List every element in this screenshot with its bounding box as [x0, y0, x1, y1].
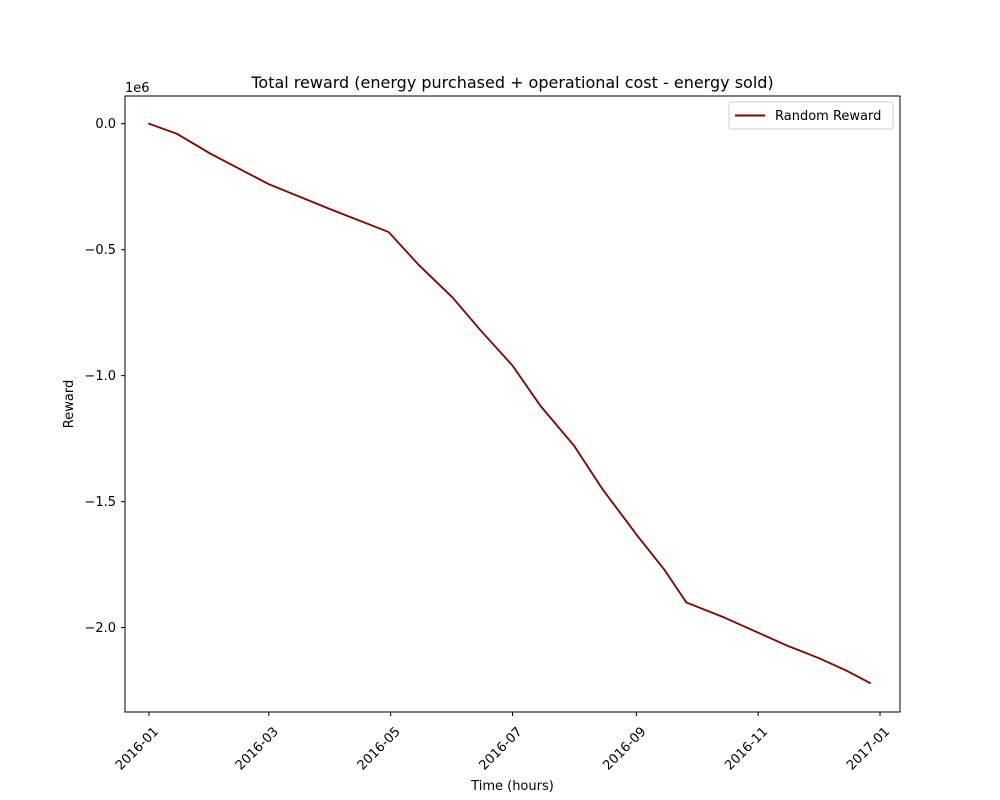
y-tick-label: −1.5 [84, 495, 116, 510]
y-tick-label: −0.5 [84, 243, 116, 258]
plot-frame [124, 95, 901, 713]
series-point [418, 264, 420, 266]
series-point [330, 208, 332, 210]
series-point [635, 533, 637, 535]
series-point [757, 632, 759, 634]
y-tick-label: −2.0 [84, 621, 116, 636]
series-point [817, 657, 819, 659]
series-point [268, 183, 270, 185]
series-point [723, 617, 725, 619]
series-point [685, 602, 687, 604]
series-point [480, 329, 482, 331]
y-axis-ticks: 0.0 −0.5 −1.0 −1.5 −2.0 [84, 117, 125, 636]
series-point [574, 445, 576, 447]
y-axis-label: Reward [62, 380, 77, 428]
series-point [785, 644, 787, 646]
series-point [210, 153, 212, 155]
series-layer [148, 122, 871, 684]
legend-box [728, 101, 894, 130]
series-line-0 [148, 122, 871, 684]
series-point [540, 405, 542, 407]
series-point [388, 231, 390, 233]
series-point [512, 365, 514, 367]
legend: Random Reward [728, 101, 894, 130]
plot-area [125, 96, 900, 712]
y-offset-label: 1e6 [125, 81, 150, 96]
series-point [452, 297, 454, 299]
x-axis-label: Time (hours) [470, 779, 554, 794]
legend-label: Random Reward [775, 109, 881, 124]
series-point [148, 123, 150, 125]
y-tick-label: 0.0 [95, 117, 116, 132]
series-point [663, 569, 665, 571]
chart-title: Total reward (energy purchased + operati… [250, 73, 773, 92]
y-tick-label: −1.0 [84, 369, 116, 384]
series-point [845, 670, 847, 672]
series-point [601, 488, 603, 490]
series-point [869, 682, 871, 684]
series-point [176, 133, 178, 135]
